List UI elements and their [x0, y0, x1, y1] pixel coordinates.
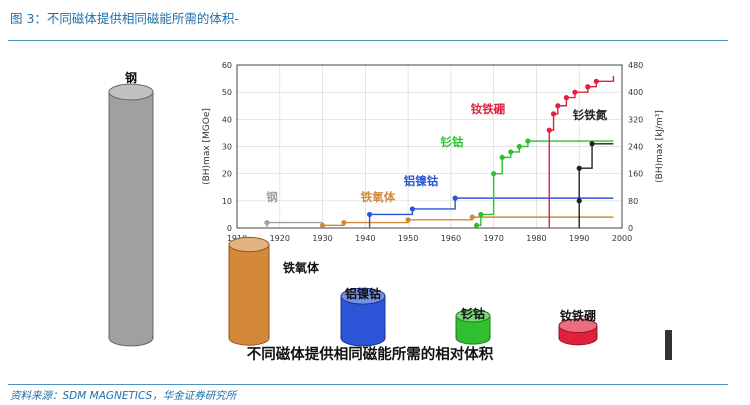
series-point [555, 103, 561, 109]
series-point [452, 195, 458, 201]
volume-cylinder [558, 318, 598, 346]
series-point [563, 95, 569, 101]
series-label: 钐铁氮 [573, 108, 608, 122]
y2-tick-label: 80 [628, 197, 638, 206]
series-point [546, 127, 552, 133]
y-tick-label: 10 [222, 197, 232, 206]
volume-cylinder [455, 309, 491, 345]
volume-cylinder [108, 83, 154, 347]
x-tick-label: 1970 [483, 234, 503, 243]
bottom-rule [8, 384, 728, 385]
cylinder-top [558, 318, 598, 334]
x-tick-label: 1960 [441, 234, 461, 243]
series-line [578, 143, 614, 201]
side-marker [665, 330, 672, 360]
series-point [508, 149, 514, 155]
series-point [405, 217, 411, 223]
x-tick-label: 1920 [270, 234, 290, 243]
y2-tick-label: 480 [628, 61, 643, 70]
series-line [549, 75, 615, 131]
plot-frame [236, 64, 623, 229]
series-point [264, 219, 270, 226]
cylinder-top [228, 236, 270, 253]
x-tick-label: 1950 [398, 234, 418, 243]
volume-chart-title: 不同磁体提供相同磁能所需的相对体积 [247, 345, 494, 363]
series-point [593, 78, 599, 84]
cylinder-label: 钕铁硼 [560, 308, 596, 323]
y-tick-label: 40 [222, 115, 232, 124]
y-tick-label: 20 [222, 170, 232, 179]
x-tick-label: 2000 [612, 234, 632, 243]
volume-cylinder [228, 236, 270, 346]
series-point [576, 165, 582, 171]
y-tick-label: 60 [222, 61, 232, 70]
cylinder-label: 钢 [125, 70, 137, 85]
series-point [367, 211, 373, 218]
y2-tick-label: 400 [628, 88, 643, 97]
series-point [572, 89, 578, 95]
x-tick-label: 1980 [526, 234, 546, 243]
x-tick-label: 1940 [355, 234, 375, 243]
cylinder-label: 铝镍钴 [345, 286, 381, 301]
series-label: 铝镍钴 [404, 174, 439, 188]
x-tick-label: 1990 [569, 234, 589, 243]
y2-tick-label: 0 [628, 224, 633, 233]
series-point [473, 222, 480, 228]
series-point [341, 219, 347, 226]
series-point [589, 141, 595, 147]
series-line [476, 140, 614, 226]
cylinder-top [455, 309, 491, 323]
top-rule [8, 40, 728, 41]
series-point [491, 171, 497, 177]
series-line [322, 216, 614, 226]
series-label: 钐钴 [441, 135, 464, 149]
series-label: 钢 [266, 190, 278, 204]
series-point [469, 214, 475, 220]
y-tick-label: 0 [227, 224, 232, 233]
series-label: 钕铁硼 [471, 102, 506, 116]
y-tick-label: 50 [222, 88, 232, 97]
y-axis-label: (BH)max [MGOe] [202, 108, 212, 185]
series-label: 铁氧体 [361, 190, 396, 204]
cylinder-fill [110, 92, 152, 338]
y2-axis-label: (BH)max [kJ/m³] [655, 110, 665, 183]
series-point [478, 211, 484, 218]
series-point [516, 143, 522, 150]
series-point [525, 138, 531, 144]
series-point [585, 84, 591, 90]
y2-tick-label: 160 [628, 170, 643, 179]
series-point [576, 198, 582, 204]
figure-title: 图 3：不同磁体提供相同磁能所需的体积- [10, 11, 239, 26]
series-line [369, 197, 614, 216]
cylinder-top [108, 83, 154, 101]
cylinder-label: 钐钴 [461, 306, 485, 321]
series-point [319, 222, 326, 228]
volume-cylinder [340, 287, 386, 347]
cylinder-top [340, 287, 386, 305]
y-tick-label: 30 [222, 143, 232, 152]
y2-tick-label: 320 [628, 115, 643, 124]
x-tick-label: 1930 [312, 234, 332, 243]
y2-tick-label: 240 [628, 143, 643, 152]
source-note: 资料来源：SDM MAGNETICS，华金证券研究所 [10, 390, 237, 402]
line-chart: 1910192019301940195019601970198019902000… [202, 61, 665, 243]
cylinder-fill [230, 244, 268, 338]
cylinder-label: 铁氧体 [283, 260, 320, 275]
series-point [550, 111, 557, 117]
series-point [499, 154, 505, 160]
series-point [409, 206, 415, 212]
